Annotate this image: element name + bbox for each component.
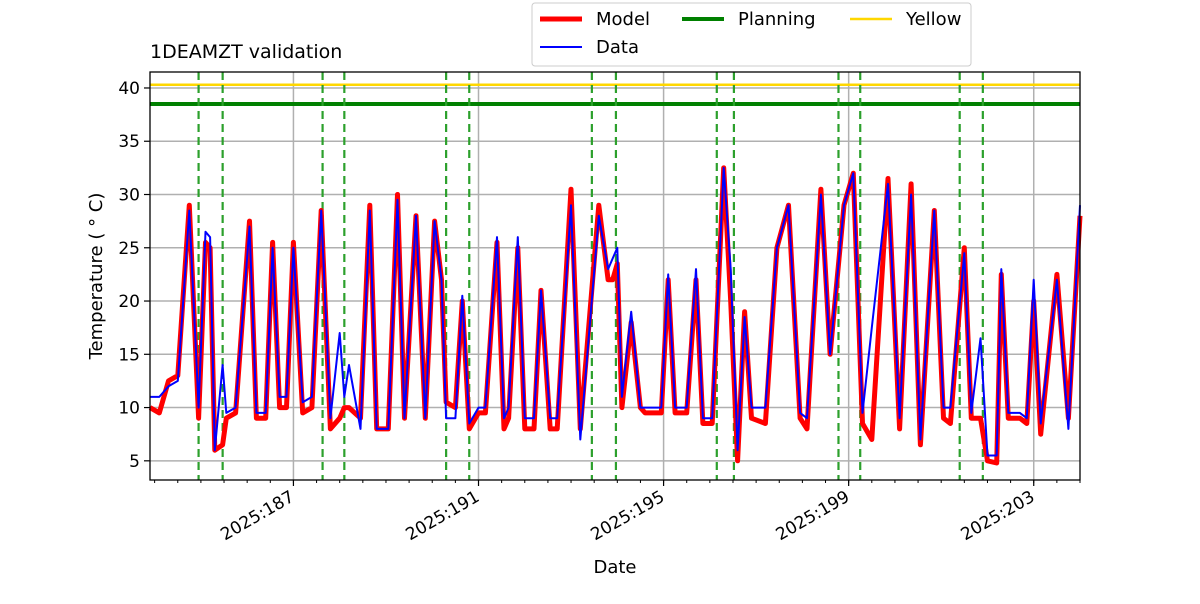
plot-frame: [149, 71, 1081, 481]
x-tick-label: 2025:187: [217, 487, 298, 545]
legend-label-yellow: Yellow: [905, 9, 961, 30]
legend-label-planning: Planning: [738, 9, 816, 30]
y-axis-label: Temperature ( ° C): [86, 193, 107, 361]
y-tick-label: 15: [118, 345, 140, 365]
chart-title: 1DEAMZT validation: [150, 41, 342, 63]
y-tick-label: 25: [118, 239, 140, 259]
x-tick-label: 2025:191: [402, 487, 483, 545]
x-tick-label: 2025:195: [588, 487, 669, 545]
legend: Model Planning Yellow Data: [531, 2, 972, 67]
y-axis: 5 10 15 20 25 30 35 40: [118, 79, 150, 472]
y-tick-label: 40: [118, 79, 140, 99]
x-axis-label: Date: [593, 557, 636, 578]
y-tick-label: 5: [129, 452, 140, 472]
y-tick-label: 20: [118, 292, 140, 312]
y-tick-label: 30: [118, 186, 140, 206]
x-tick-label: 2025:199: [773, 487, 854, 545]
series-line-data: [150, 166, 1081, 457]
x-axis: 2025:187 2025:191 2025:195 2025:199 2025:203: [154, 480, 1081, 545]
x-tick-label: 2025:203: [958, 487, 1039, 545]
legend-label-data: Data: [596, 37, 639, 58]
series: [148, 165, 1083, 466]
y-tick-label: 35: [118, 132, 140, 152]
y-tick-label: 10: [118, 399, 140, 419]
legend-label-model: Model: [596, 9, 650, 30]
